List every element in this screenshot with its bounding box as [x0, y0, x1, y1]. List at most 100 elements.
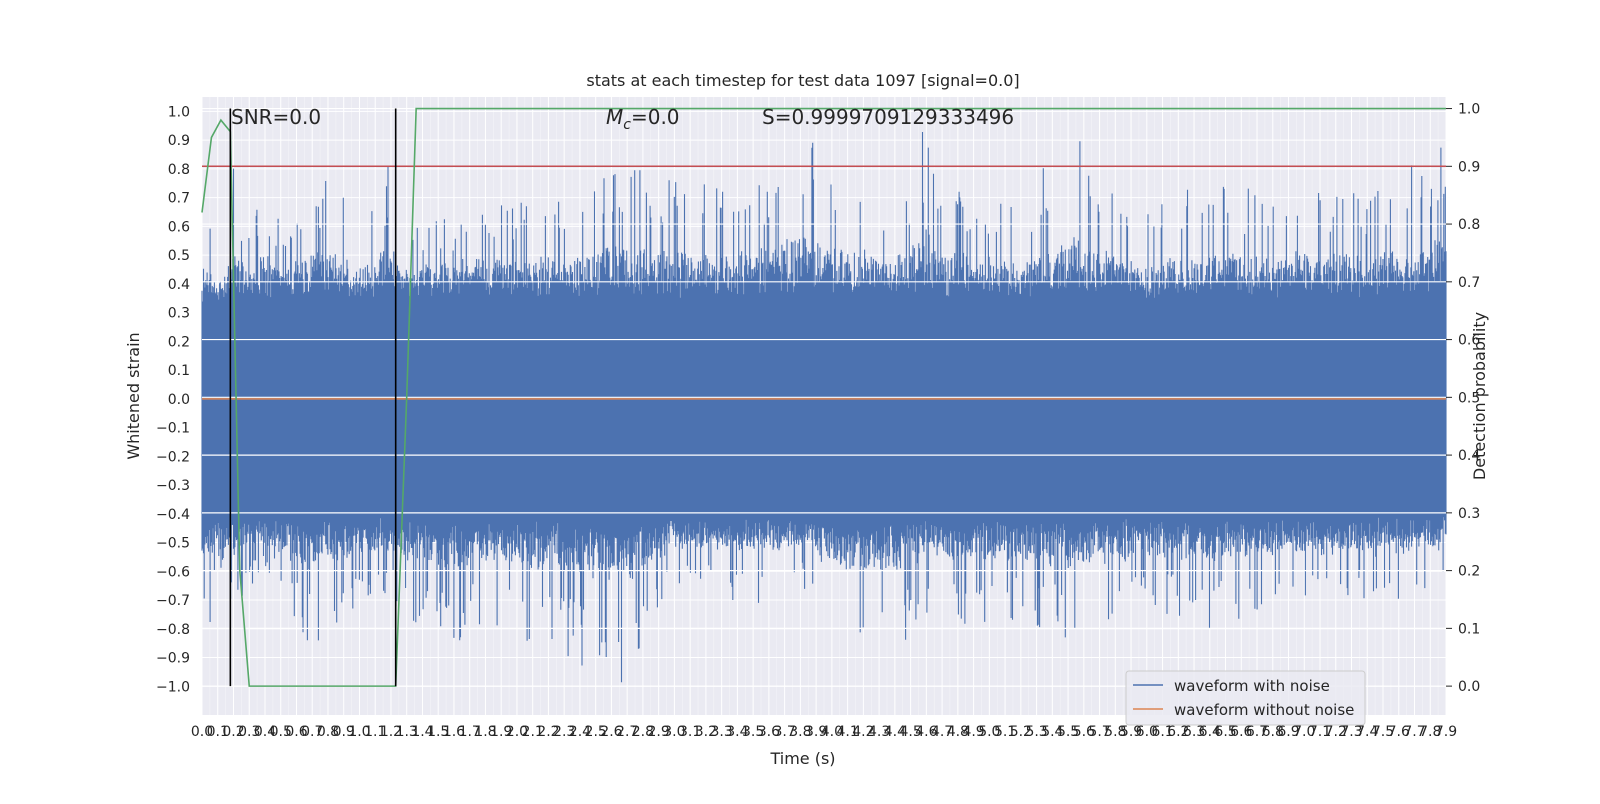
y-tick-label: 0.9	[168, 133, 190, 149]
x-tick-label: 3.4	[726, 724, 748, 740]
x-tick-label: 6.2	[1167, 724, 1189, 740]
x-tick-label: 6.3	[1183, 724, 1205, 740]
y2-tick-label: 1.0	[1458, 102, 1480, 118]
mc-subscript: c	[623, 117, 631, 133]
y-axis-label: Whitened strain	[124, 332, 143, 459]
series-layer	[201, 107, 1447, 687]
y-tick-label: −0.9	[156, 651, 190, 667]
x-tick-label: 0.1	[207, 724, 229, 740]
legend-label-clean: waveform without noise	[1174, 701, 1354, 719]
y-tick-label: 0.8	[168, 162, 190, 178]
x-tick-label: 7.1	[1309, 724, 1331, 740]
x-tick-label: 2.0	[506, 724, 528, 740]
y-tick-label: 0.3	[168, 306, 190, 322]
y-tick-label: 0.7	[168, 191, 190, 207]
mc-annotation: Mc=0.0	[606, 105, 680, 133]
y2-tick-label: 0.2	[1458, 564, 1480, 580]
y-tick-label: 0.5	[168, 248, 190, 264]
y-tick-label: −0.3	[156, 478, 190, 494]
y2-tick-label: 0.9	[1458, 159, 1480, 175]
y2-axis-ticks: 1.0 0.9 0.8 0.7 0.6 0.5 0.4 0.3 0.2 0.1 0.0	[1446, 102, 1480, 695]
x-tick-label: 5.5	[1057, 724, 1079, 740]
x-tick-label: 5.7	[1088, 724, 1110, 740]
x-tick-label: 7.5	[1372, 724, 1394, 740]
x-tick-label: 3.2	[695, 724, 717, 740]
x-tick-label: 0.6	[285, 724, 307, 740]
x-tick-label: 0.7	[301, 724, 323, 740]
x-tick-label: 1.7	[459, 724, 481, 740]
x-tick-label: 0.2	[222, 724, 244, 740]
x-tick-label: 7.9	[1435, 724, 1457, 740]
x-axis-ticks: 0.00.10.20.30.40.50.60.70.80.91.01.11.21…	[191, 724, 1457, 740]
y2-tick-label: 0.1	[1458, 621, 1480, 637]
x-tick-label: 0.9	[333, 724, 355, 740]
x-tick-label: 1.0	[348, 724, 370, 740]
x-tick-label: 2.2	[537, 724, 559, 740]
x-tick-label: 5.9	[1120, 724, 1142, 740]
y-tick-label: −0.6	[156, 564, 190, 580]
x-tick-label: 5.3	[1025, 724, 1047, 740]
legend: waveform with noise waveform without noi…	[1125, 670, 1366, 726]
x-tick-label: 7.4	[1356, 724, 1378, 740]
x-tick-label: 4.6	[915, 724, 937, 740]
y-tick-label: −0.1	[156, 421, 190, 437]
legend-box	[1125, 670, 1366, 726]
x-tick-label: 6.0	[1136, 724, 1158, 740]
y2-tick-label: 0.6	[1458, 333, 1480, 349]
x-tick-label: 1.5	[427, 724, 449, 740]
y-tick-label: −0.7	[156, 593, 190, 609]
mc-symbol: M	[606, 105, 623, 129]
x-tick-label: 6.6	[1230, 724, 1252, 740]
series-waveform-core	[202, 303, 1446, 514]
snr-annotation: SNR=0.0	[231, 105, 321, 129]
y-tick-label: 0.2	[168, 334, 190, 350]
y2-tick-label: 0.4	[1458, 448, 1480, 464]
x-tick-label: 5.8	[1104, 724, 1126, 740]
x-tick-label: 6.1	[1151, 724, 1173, 740]
x-tick-label: 3.8	[789, 724, 811, 740]
x-axis-label: Time (s)	[769, 749, 835, 768]
x-tick-label: 0.4	[254, 724, 276, 740]
x-tick-label: 2.9	[648, 724, 670, 740]
x-tick-label: 3.7	[774, 724, 796, 740]
x-tick-label: 7.2	[1325, 724, 1347, 740]
x-tick-label: 0.5	[270, 724, 292, 740]
x-tick-label: 6.4	[1199, 724, 1221, 740]
legend-label-noise: waveform with noise	[1174, 677, 1330, 695]
y-tick-label: −0.4	[156, 507, 190, 523]
x-tick-label: 7.7	[1403, 724, 1425, 740]
x-tick-label: 1.6	[443, 724, 465, 740]
y2-tick-label: 0.3	[1458, 506, 1480, 522]
x-tick-label: 5.1	[994, 724, 1016, 740]
x-tick-label: 5.6	[1073, 724, 1095, 740]
mc-value: =0.0	[631, 105, 680, 129]
y-tick-label: 0.1	[168, 363, 190, 379]
x-tick-label: 3.9	[805, 724, 827, 740]
x-tick-label: 6.7	[1246, 724, 1268, 740]
chart-title: stats at each timestep for test data 109…	[586, 71, 1019, 90]
x-tick-label: 3.5	[742, 724, 764, 740]
x-tick-label: 7.3	[1340, 724, 1362, 740]
x-tick-label: 2.1	[522, 724, 544, 740]
y2-tick-label: 0.8	[1458, 217, 1480, 233]
s-annotation: S=0.9999709129333496	[762, 105, 1014, 129]
x-tick-label: 6.5	[1214, 724, 1236, 740]
x-tick-label: 4.5	[899, 724, 921, 740]
y2-tick-label: 0.7	[1458, 275, 1480, 291]
y-tick-label: 0.0	[168, 392, 190, 408]
x-tick-label: 6.9	[1277, 724, 1299, 740]
x-tick-label: 1.2	[380, 724, 402, 740]
y2-tick-label: 0.0	[1458, 679, 1480, 695]
y2-axis-label: Detection probability	[1470, 312, 1489, 480]
x-tick-label: 1.4	[411, 724, 433, 740]
x-tick-label: 4.7	[931, 724, 953, 740]
x-tick-label: 5.0	[978, 724, 1000, 740]
y2-tick-label: 0.5	[1458, 390, 1480, 406]
x-tick-label: 2.7	[616, 724, 638, 740]
x-tick-label: 4.8	[947, 724, 969, 740]
x-tick-label: 7.0	[1293, 724, 1315, 740]
x-tick-label: 0.8	[317, 724, 339, 740]
x-tick-label: 2.4	[569, 724, 591, 740]
x-tick-label: 3.3	[711, 724, 733, 740]
